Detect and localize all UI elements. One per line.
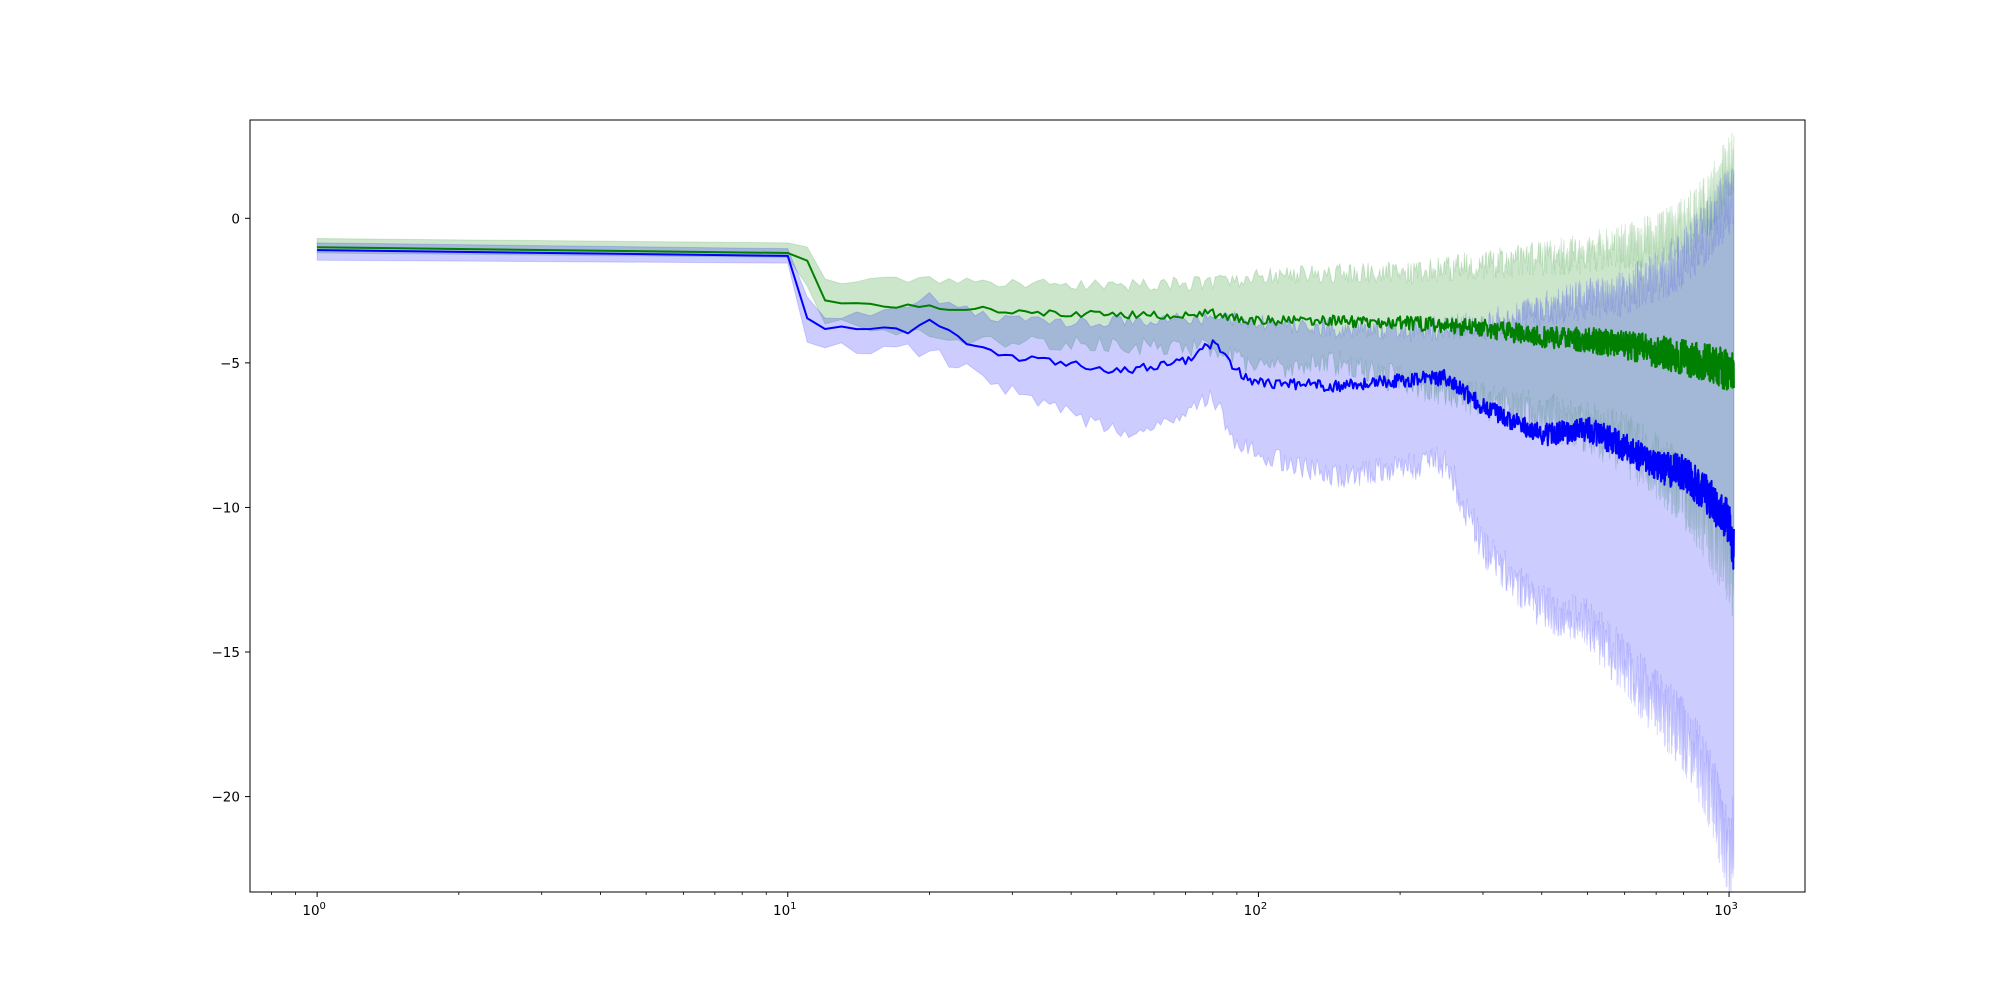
y-tick-label: −10	[212, 500, 241, 516]
x-tick-label: 103	[1714, 901, 1738, 919]
y-tick-label: −5	[220, 356, 240, 372]
y-tick-label: −20	[212, 790, 241, 806]
series-2-line	[317, 249, 1735, 570]
plot-area	[316, 132, 1735, 892]
y-tick-label: 0	[231, 211, 240, 227]
x-tick-label: 101	[773, 901, 797, 919]
series-1-line	[317, 246, 1735, 391]
x-axis: 100 101 102 103	[271, 892, 1738, 919]
axes-frame	[249, 119, 1806, 893]
x-tick-label: 102	[1244, 901, 1268, 919]
series-2-band	[316, 167, 1735, 892]
series-lines	[317, 246, 1735, 570]
x-tick-label: 100	[302, 901, 326, 919]
y-axis: 0 −5 −10 −15 −20	[212, 211, 250, 806]
y-tick-label: −15	[212, 645, 241, 661]
